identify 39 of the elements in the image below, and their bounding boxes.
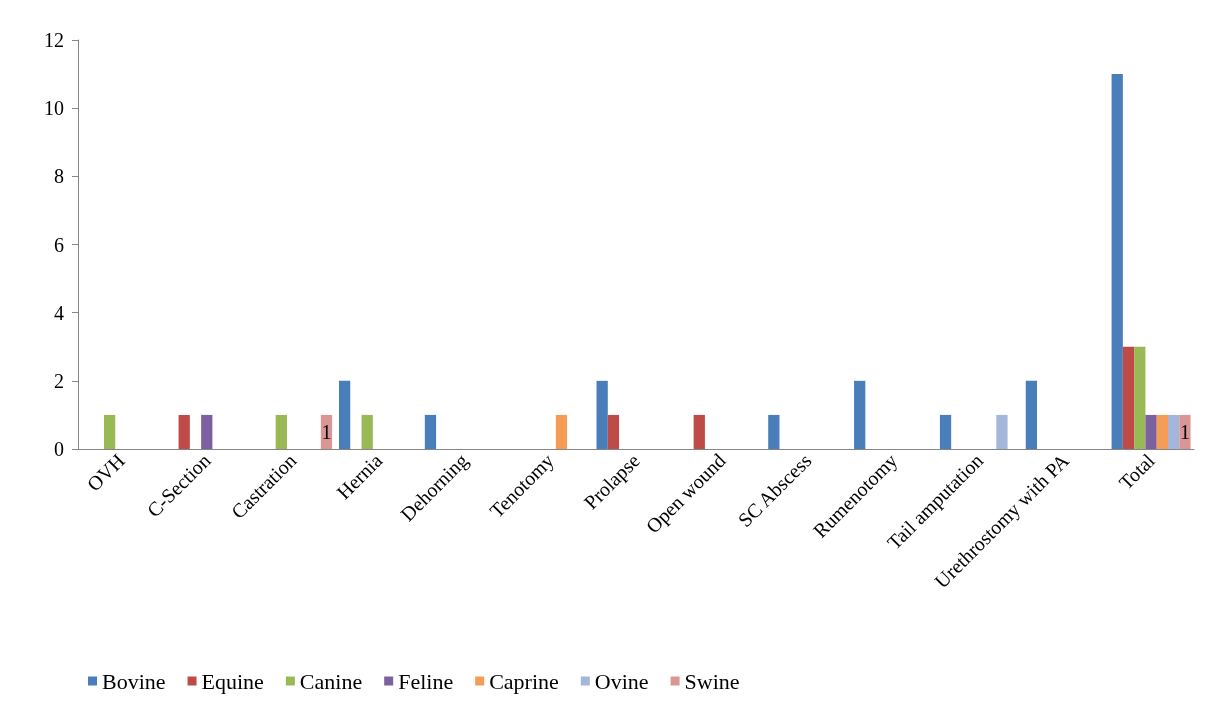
bar [104,414,116,449]
bar [555,414,568,449]
bar [854,380,866,449]
legend-label: Feline [398,668,454,694]
y-tick-label: 2 [54,369,64,392]
bar [1145,414,1157,449]
bar [1122,346,1135,449]
y-tick-label: 8 [54,165,64,188]
bar [201,414,213,449]
bar [996,414,1008,449]
bar [1134,346,1146,449]
bar [939,414,952,449]
data-label: 1 [1179,420,1190,443]
bar [768,414,780,449]
data-label: 1 [321,420,332,443]
y-tick-label: 12 [44,29,64,51]
legend-label: Swine [684,668,740,694]
bar [596,380,608,449]
bar [361,414,373,449]
legend-label: Bovine [102,668,166,694]
bar [1156,414,1168,449]
legend-label: Canine [299,668,363,694]
bar [693,414,705,449]
bar [1025,380,1038,449]
legend-label: Ovine [594,668,649,694]
y-tick-label: 6 [54,233,64,256]
bar [424,414,437,449]
bar [1168,414,1180,449]
bar [178,414,190,449]
y-tick-label: 4 [54,301,64,324]
y-tick-label: 10 [44,97,64,120]
legend-label: Caprine [489,668,559,694]
y-tick-label: 0 [54,438,64,460]
bar [607,414,620,449]
bar [275,414,287,449]
legend-label: Equine [201,668,264,694]
bar [1111,74,1123,449]
bar [1179,414,1191,449]
bar [338,380,351,449]
